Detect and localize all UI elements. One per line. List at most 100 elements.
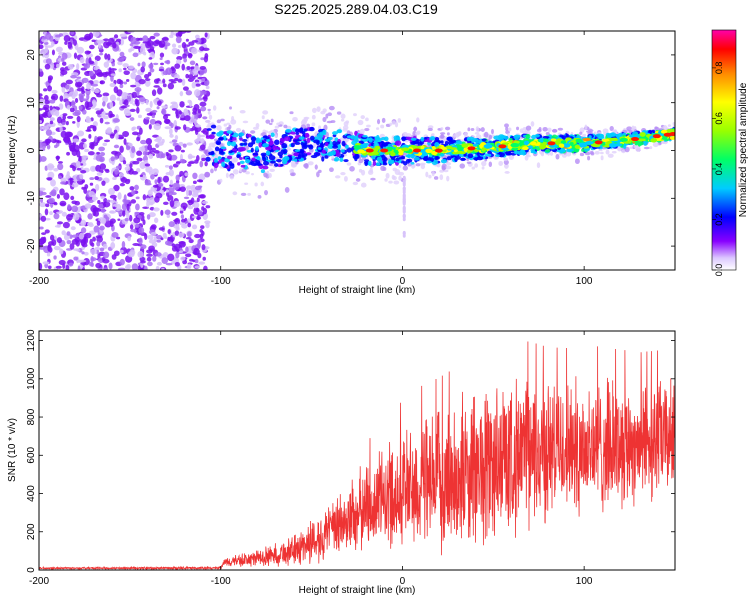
spectrogram-noise-blob: [103, 41, 110, 49]
spectrogram-halo-blob: [398, 171, 405, 176]
spectrogram-noise-blob: [148, 171, 153, 175]
spectrogram-noise-blob: [165, 68, 169, 75]
spectrogram-noise-blob: [191, 81, 196, 89]
spectrogram-halo-blob: [365, 117, 369, 122]
spectrogram-noise-blob: [96, 220, 101, 226]
spectrogram-halo-blob: [491, 128, 494, 135]
spectrogram-band-blob: [280, 163, 284, 167]
spectrogram-noise-blob: [152, 40, 160, 47]
spectrogram-noise-blob: [182, 53, 187, 60]
spectrogram-y-tick-label: 20: [26, 49, 37, 61]
spectrogram-noise-blob: [119, 99, 123, 106]
spectrogram-noise-blob: [163, 201, 169, 205]
spectrogram-noise-blob: [199, 90, 207, 95]
spectrogram-band-blob: [435, 156, 440, 160]
spectrogram-halo-blob: [508, 154, 515, 160]
spectrogram-band-blob: [294, 141, 301, 145]
spectrogram-ridge-blob: [357, 149, 365, 154]
spectrogram-halo-blob: [289, 111, 294, 115]
spectrogram-noise-blob: [102, 95, 109, 103]
spectrogram-noise-blob: [63, 92, 70, 99]
spectrogram-band-blob: [487, 150, 493, 155]
spectrogram-noise-blob: [115, 132, 119, 140]
spectrogram-halo-blob: [346, 162, 352, 166]
spectrogram-noise-blob: [96, 249, 100, 255]
spectrogram-noise-blob: [185, 246, 189, 253]
spectrogram-noise-blob: [176, 223, 180, 230]
spectrogram-noise-blob: [162, 175, 170, 183]
spectrogram-noise-blob: [105, 128, 113, 134]
spectrogram-halo-blob: [263, 172, 268, 178]
spectrogram-noise-blob: [193, 118, 198, 126]
spectrogram-noise-blob: [59, 188, 65, 196]
spectrogram-noise-blob: [169, 105, 175, 109]
spectrogram-halo-blob: [393, 180, 400, 185]
spectrogram-band-blob: [238, 157, 243, 160]
spectrogram-ridge-blob: [628, 134, 637, 138]
spectrogram-band-blob: [208, 151, 215, 156]
spectrogram-noise-blob: [109, 68, 117, 71]
spectrogram-noise-blob: [178, 232, 185, 238]
spectrogram-noise-blob: [118, 68, 122, 73]
spectrogram-band-blob: [367, 160, 372, 166]
spectrogram-halo-blob: [360, 169, 366, 176]
spectrogram-noise-blob: [44, 63, 51, 70]
spectrogram-noise-blob: [182, 143, 187, 148]
spectrogram-noise-blob: [76, 120, 80, 128]
spectrogram-noise-blob: [178, 110, 182, 115]
spectrogram-noise-blob: [84, 33, 92, 41]
spectrogram-noise-blob: [164, 240, 171, 246]
spectrogram-peak-blob: [412, 148, 421, 153]
spectrogram-halo-blob: [607, 153, 614, 158]
spectrogram-peak-blob: [669, 132, 675, 137]
spectrogram-noise-blob: [199, 134, 206, 138]
spectrogram-halo-blob: [252, 126, 259, 130]
spectrogram-noise-blob: [188, 155, 196, 159]
colorbar-tick-label: 0.0: [714, 264, 724, 277]
spectrogram-noise-blob: [201, 157, 206, 162]
spectrogram-noise-blob: [174, 126, 181, 130]
spectrogram-ridge-blob: [431, 145, 436, 151]
spectrogram-noise-blob: [79, 259, 87, 263]
spectrogram-band-blob: [279, 137, 286, 143]
spectrogram-noise-blob: [87, 222, 91, 226]
spectrogram-noise-blob: [139, 46, 146, 55]
spectrogram-noise-blob: [89, 60, 95, 65]
spectrogram-noise-blob: [106, 199, 111, 203]
spectrogram-noise-blob: [39, 98, 46, 106]
spectrogram-noise-blob: [186, 142, 193, 146]
spectrogram-noise-blob: [67, 204, 71, 210]
spectrogram-noise-blob: [186, 263, 192, 270]
spectrogram-noise-blob: [81, 186, 85, 190]
spectrogram-halo-blob: [505, 126, 509, 132]
spectrogram-noise-blob: [67, 139, 72, 145]
spectrogram-noise-blob: [47, 171, 55, 179]
spectrogram-noise-blob: [199, 46, 205, 52]
spectrogram-noise-blob: [142, 194, 147, 201]
spectrogram-halo-blob: [584, 124, 588, 131]
spectrogram-band-blob: [481, 138, 487, 142]
spectrogram-band-blob: [268, 155, 276, 161]
spectrogram-noise-blob: [118, 80, 124, 85]
spectrogram-halo-blob: [594, 151, 600, 155]
spectrogram-band-blob: [581, 148, 585, 152]
spectrogram-noise-blob: [39, 44, 44, 50]
spectrogram-noise-blob: [119, 84, 124, 89]
spectrogram-noise-blob: [138, 237, 143, 245]
spectrogram-band-blob: [242, 138, 248, 142]
spectrogram-noise-blob: [177, 78, 183, 83]
spectrogram-halo-blob: [364, 127, 370, 132]
spectrogram-noise-blob: [174, 261, 180, 267]
spectrogram-halo-blob: [311, 107, 317, 114]
spectrogram-noise-blob: [103, 139, 111, 143]
spectrogram-band-blob: [362, 134, 368, 138]
spectrogram-noise-blob: [66, 115, 74, 119]
spectrogram-band-blob: [372, 160, 377, 166]
spectrogram-noise-blob: [149, 35, 156, 40]
spectrogram-noise-blob: [197, 108, 201, 114]
spectrogram-noise-blob: [197, 241, 201, 248]
spectrogram-noise-blob: [202, 116, 208, 120]
spectrogram-band-blob: [205, 135, 211, 139]
spectrogram-band-blob: [401, 136, 406, 142]
spectrogram-band-blob: [295, 128, 300, 133]
